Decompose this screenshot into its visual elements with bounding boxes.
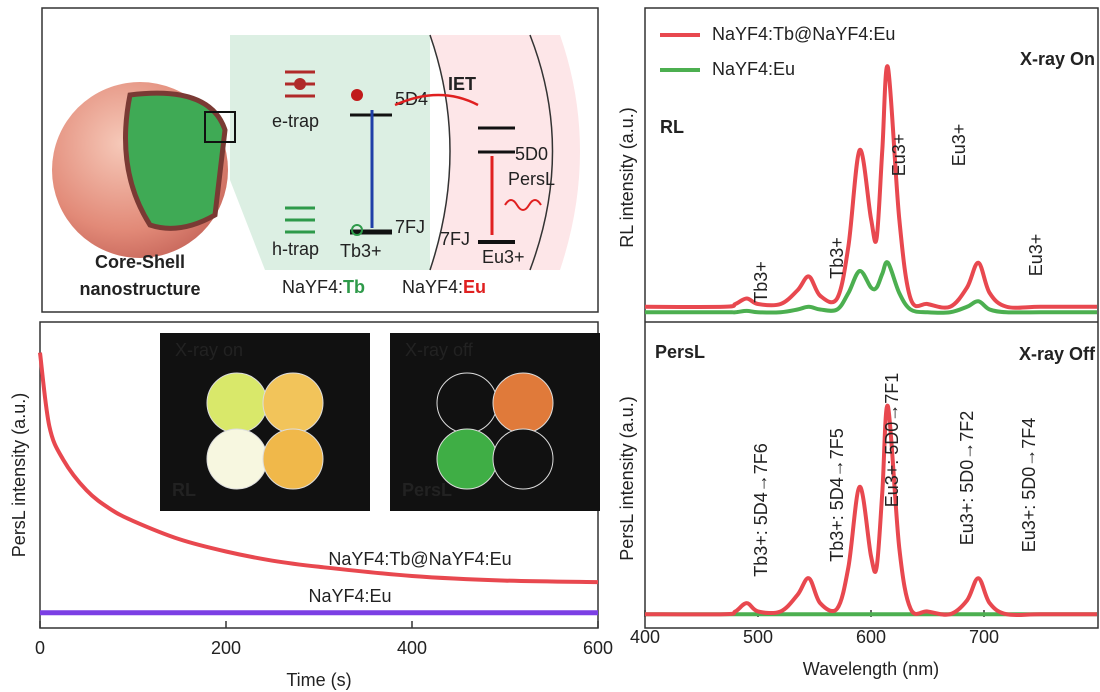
y-axis-label: RL intensity (a.u.) [617,107,637,247]
zoom-box [204,111,236,143]
legend-label: NaYF4:Tb@NaYF4:Eu [712,24,895,44]
label: 7FJ [440,229,470,249]
peak-label: Eu3+ [949,124,969,167]
photo-title: X-ray off [405,340,474,360]
legend-label: NaYF4:Eu [712,59,795,79]
label: Eu3+ [482,247,525,267]
panel-title: RL [660,117,684,137]
label: Core-Shell [95,252,185,272]
peak-label: Eu3+: 5D0→7F2 [957,411,977,546]
x-tick-label: 700 [969,627,999,647]
photo-label: PersL [402,480,452,500]
label: Tb3+ [340,241,382,261]
x-tick-label: 600 [856,627,886,647]
label: 5D0 [515,144,548,164]
x-axis-label: Wavelength (nm) [803,659,939,679]
hole [351,224,363,236]
label: nanostructure [79,279,200,299]
peak-label: Tb3+ [827,237,847,279]
label: h-trap [272,239,319,259]
schematic-frame [41,7,599,313]
emission [504,199,542,211]
x-axis-label: Time (s) [286,670,351,690]
boundary [429,34,451,271]
x-tick-label: 400 [630,627,660,647]
photo-title: X-ray on [175,340,243,360]
photo [160,333,370,511]
photo [390,333,600,511]
core-region [230,35,430,270]
y-axis-label: PersL intensity (a.u.) [617,396,637,560]
iet-arrow [394,93,479,107]
clover-leaf [206,372,268,434]
host-label: NaYF4:Tb [282,277,365,297]
clover-leaf [206,428,268,490]
spectra-frame [644,7,1099,629]
series-line [644,403,1097,618]
y-axis-label: PersL intensity (a.u.) [9,393,29,557]
h-trap-icon [285,206,315,234]
clover-leaf [436,372,498,434]
peak-label: Tb3+: 5D4→7F6 [751,443,771,577]
peak-label: Eu3+: 5D0→7F1 [882,373,902,508]
series-label: NaYF4:Tb@NaYF4:Eu [328,549,511,569]
peak-label: Eu3+ [1026,234,1046,277]
series-line [38,352,599,585]
clover-leaf [262,372,324,434]
peak-label: Eu3+: 5D0→7F4 [1019,418,1039,553]
label: 7FJ [395,217,425,237]
series-line [644,64,1097,310]
electron [294,78,306,90]
panel-subtitle: X-ray On [1020,49,1095,69]
peak-label: Eu3+ [889,134,909,177]
x-tick-label: 500 [743,627,773,647]
label: e-trap [272,111,319,131]
electron [351,89,363,101]
clover-leaf [262,428,324,490]
panel-title: PersL [655,342,705,362]
label: PersL [508,169,555,189]
host-label: NaYF4:Eu [402,277,486,297]
x-tick-label: 200 [211,638,241,658]
label: IET [448,74,476,94]
peak-label: Tb3+ [751,261,771,303]
peak-label: Tb3+: 5D4→7F5 [827,428,847,562]
series-line [645,260,1097,315]
panel-subtitle: X-ray Off [1019,344,1096,364]
x-tick-label: 600 [583,638,613,658]
x-tick-label: 400 [397,638,427,658]
series-label: NaYF4:Eu [308,586,391,606]
boundary [529,34,554,271]
clover-leaf [492,372,554,434]
core [123,90,228,231]
clover-leaf [492,428,554,490]
x-tick-label: 0 [35,638,45,658]
photo-label: RL [172,480,196,500]
